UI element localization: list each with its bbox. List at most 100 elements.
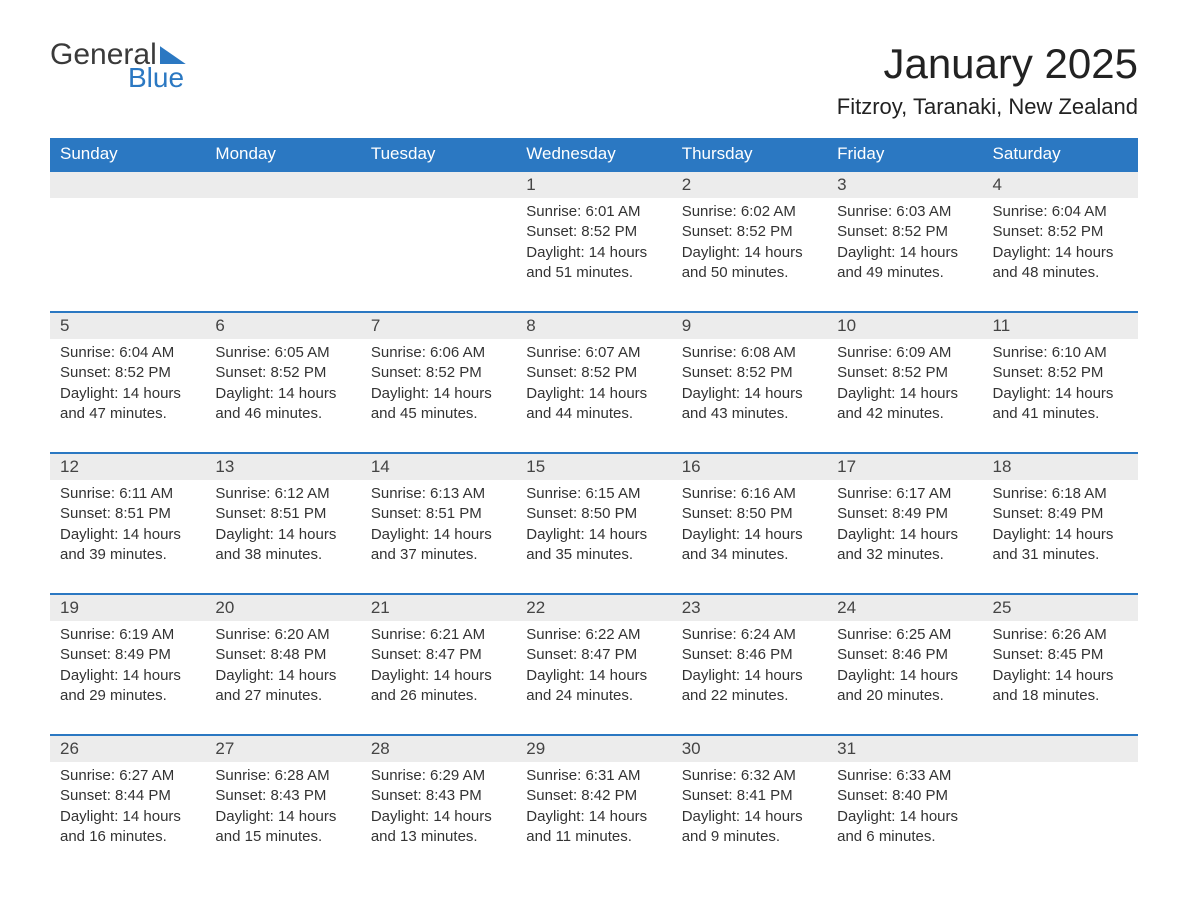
day-d2: and 41 minutes.: [993, 404, 1128, 424]
day-sunset: Sunset: 8:50 PM: [682, 504, 817, 524]
day-body-cell: Sunrise: 6:31 AMSunset: 8:42 PMDaylight:…: [516, 762, 671, 875]
day-sunrise: Sunrise: 6:24 AM: [682, 625, 817, 645]
day-number-cell: [983, 735, 1138, 762]
day-d1: Daylight: 14 hours: [215, 666, 350, 686]
day-sunrise: Sunrise: 6:21 AM: [371, 625, 506, 645]
day-d2: and 6 minutes.: [837, 827, 972, 847]
day-body-cell: Sunrise: 6:20 AMSunset: 8:48 PMDaylight:…: [205, 621, 360, 735]
day-sunrise: Sunrise: 6:28 AM: [215, 766, 350, 786]
day-body-cell: Sunrise: 6:16 AMSunset: 8:50 PMDaylight:…: [672, 480, 827, 594]
day-d1: Daylight: 14 hours: [60, 525, 195, 545]
day-sunrise: Sunrise: 6:25 AM: [837, 625, 972, 645]
day-number-cell: 20: [205, 594, 360, 621]
day-number-cell: 25: [983, 594, 1138, 621]
week-body-row: Sunrise: 6:27 AMSunset: 8:44 PMDaylight:…: [50, 762, 1138, 875]
day-sunset: Sunset: 8:43 PM: [215, 786, 350, 806]
day-d1: Daylight: 14 hours: [215, 525, 350, 545]
day-d2: and 29 minutes.: [60, 686, 195, 706]
day-body-cell: [50, 198, 205, 312]
day-d2: and 44 minutes.: [526, 404, 661, 424]
day-d1: Daylight: 14 hours: [837, 807, 972, 827]
day-body-cell: Sunrise: 6:19 AMSunset: 8:49 PMDaylight:…: [50, 621, 205, 735]
day-sunset: Sunset: 8:52 PM: [993, 363, 1128, 383]
day-sunrise: Sunrise: 6:01 AM: [526, 202, 661, 222]
day-sunrise: Sunrise: 6:07 AM: [526, 343, 661, 363]
day-d2: and 16 minutes.: [60, 827, 195, 847]
day-body-cell: Sunrise: 6:33 AMSunset: 8:40 PMDaylight:…: [827, 762, 982, 875]
day-d1: Daylight: 14 hours: [371, 666, 506, 686]
day-sunrise: Sunrise: 6:29 AM: [371, 766, 506, 786]
col-friday: Friday: [827, 138, 982, 171]
day-body-cell: Sunrise: 6:08 AMSunset: 8:52 PMDaylight:…: [672, 339, 827, 453]
day-sunset: Sunset: 8:52 PM: [682, 222, 817, 242]
day-d2: and 20 minutes.: [837, 686, 972, 706]
day-number-cell: [50, 171, 205, 198]
title-block: January 2025 Fitzroy, Taranaki, New Zeal…: [837, 40, 1138, 120]
day-d1: Daylight: 14 hours: [526, 525, 661, 545]
day-body-cell: Sunrise: 6:22 AMSunset: 8:47 PMDaylight:…: [516, 621, 671, 735]
day-sunrise: Sunrise: 6:02 AM: [682, 202, 817, 222]
day-d2: and 26 minutes.: [371, 686, 506, 706]
day-body-cell: Sunrise: 6:03 AMSunset: 8:52 PMDaylight:…: [827, 198, 982, 312]
day-number-cell: 30: [672, 735, 827, 762]
week-daynum-row: 262728293031: [50, 735, 1138, 762]
day-body-cell: [983, 762, 1138, 875]
day-sunset: Sunset: 8:52 PM: [837, 222, 972, 242]
day-sunset: Sunset: 8:48 PM: [215, 645, 350, 665]
day-body-cell: Sunrise: 6:29 AMSunset: 8:43 PMDaylight:…: [361, 762, 516, 875]
day-body-cell: Sunrise: 6:12 AMSunset: 8:51 PMDaylight:…: [205, 480, 360, 594]
day-number-cell: 9: [672, 312, 827, 339]
day-number-cell: 19: [50, 594, 205, 621]
day-body-cell: [205, 198, 360, 312]
logo-text-blue: Blue: [128, 64, 186, 92]
day-d2: and 22 minutes.: [682, 686, 817, 706]
day-body-cell: Sunrise: 6:27 AMSunset: 8:44 PMDaylight:…: [50, 762, 205, 875]
day-number-cell: 21: [361, 594, 516, 621]
col-monday: Monday: [205, 138, 360, 171]
day-d2: and 15 minutes.: [215, 827, 350, 847]
day-d1: Daylight: 14 hours: [837, 243, 972, 263]
day-sunset: Sunset: 8:51 PM: [371, 504, 506, 524]
day-sunset: Sunset: 8:44 PM: [60, 786, 195, 806]
day-number-cell: 28: [361, 735, 516, 762]
day-sunrise: Sunrise: 6:10 AM: [993, 343, 1128, 363]
week-body-row: Sunrise: 6:19 AMSunset: 8:49 PMDaylight:…: [50, 621, 1138, 735]
day-number-cell: 26: [50, 735, 205, 762]
day-d2: and 51 minutes.: [526, 263, 661, 283]
day-d1: Daylight: 14 hours: [682, 807, 817, 827]
day-number-cell: 8: [516, 312, 671, 339]
day-sunrise: Sunrise: 6:33 AM: [837, 766, 972, 786]
day-d1: Daylight: 14 hours: [526, 384, 661, 404]
day-d2: and 47 minutes.: [60, 404, 195, 424]
day-body-cell: Sunrise: 6:04 AMSunset: 8:52 PMDaylight:…: [983, 198, 1138, 312]
col-thursday: Thursday: [672, 138, 827, 171]
day-body-cell: Sunrise: 6:25 AMSunset: 8:46 PMDaylight:…: [827, 621, 982, 735]
day-number-cell: 27: [205, 735, 360, 762]
day-d1: Daylight: 14 hours: [526, 243, 661, 263]
week-daynum-row: 567891011: [50, 312, 1138, 339]
day-sunrise: Sunrise: 6:17 AM: [837, 484, 972, 504]
day-d2: and 27 minutes.: [215, 686, 350, 706]
day-sunrise: Sunrise: 6:09 AM: [837, 343, 972, 363]
day-sunset: Sunset: 8:47 PM: [526, 645, 661, 665]
day-sunset: Sunset: 8:49 PM: [837, 504, 972, 524]
day-d2: and 48 minutes.: [993, 263, 1128, 283]
day-d1: Daylight: 14 hours: [837, 525, 972, 545]
logo: General Blue: [50, 40, 186, 92]
day-d2: and 31 minutes.: [993, 545, 1128, 565]
day-d1: Daylight: 14 hours: [526, 666, 661, 686]
day-sunset: Sunset: 8:42 PM: [526, 786, 661, 806]
day-sunrise: Sunrise: 6:05 AM: [215, 343, 350, 363]
day-sunset: Sunset: 8:51 PM: [215, 504, 350, 524]
day-sunrise: Sunrise: 6:13 AM: [371, 484, 506, 504]
day-sunset: Sunset: 8:52 PM: [371, 363, 506, 383]
day-d1: Daylight: 14 hours: [371, 384, 506, 404]
day-sunrise: Sunrise: 6:20 AM: [215, 625, 350, 645]
day-d2: and 42 minutes.: [837, 404, 972, 424]
day-number-cell: 10: [827, 312, 982, 339]
day-d2: and 24 minutes.: [526, 686, 661, 706]
day-number-cell: 17: [827, 453, 982, 480]
day-sunset: Sunset: 8:52 PM: [993, 222, 1128, 242]
day-d2: and 39 minutes.: [60, 545, 195, 565]
day-body-cell: Sunrise: 6:09 AMSunset: 8:52 PMDaylight:…: [827, 339, 982, 453]
